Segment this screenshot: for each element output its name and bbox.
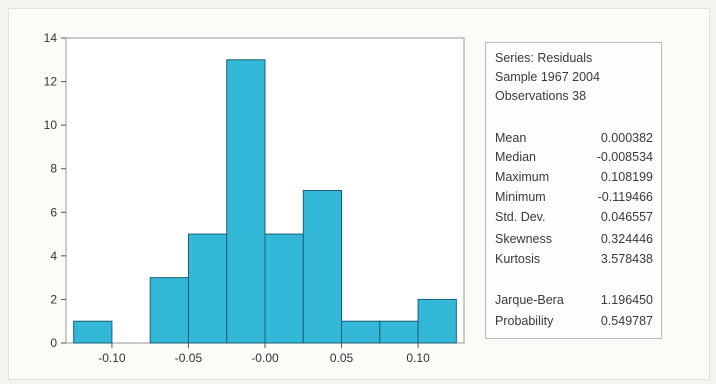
stat-value: 0.108199 [600, 170, 653, 184]
stat-label: Probability [495, 314, 554, 328]
y-tick-label: 4 [50, 249, 57, 263]
stat-label: Mean [495, 131, 527, 145]
y-tick-label: 6 [50, 205, 57, 219]
histogram-bar [264, 233, 304, 344]
stat-row-std-dev: Std. Dev. 0.046557 [495, 210, 653, 229]
histogram-bar [302, 190, 343, 344]
histogram-bar [417, 298, 457, 344]
stat-row-maximum: Maximum 0.108199 [495, 170, 653, 189]
stat-value: 3.578438 [600, 252, 653, 266]
stat-label: Maximum [495, 170, 550, 184]
stat-value: 1.196450 [600, 293, 653, 307]
stat-label: Median [495, 150, 536, 164]
x-tick-label: -0.00 [251, 351, 279, 365]
y-tick-label: 10 [44, 118, 58, 132]
y-tick-label: 2 [50, 292, 57, 306]
y-tick-label: 14 [44, 31, 58, 45]
stat-row-median: Median -0.008534 [495, 150, 653, 169]
stat-row-probability: Probability 0.549787 [495, 314, 653, 333]
stat-row-kurtosis: Kurtosis 3.578438 [495, 252, 653, 271]
histogram-bar [73, 320, 113, 344]
x-tick-label: 0.05 [330, 351, 354, 365]
x-tick-label: -0.10 [98, 351, 126, 365]
stat-label: Minimum [495, 190, 546, 204]
series-label: Series: Residuals [495, 51, 593, 65]
stats-panel: Series: Residuals Sample 1967 2004 Obser… [485, 42, 662, 339]
stat-value: 0.000382 [600, 131, 653, 145]
stat-row-jarque-bera: Jarque-Bera 1.196450 [495, 293, 653, 312]
stat-row-mean: Mean 0.000382 [495, 131, 653, 150]
stat-label: Jarque-Bera [495, 293, 564, 307]
x-tick-label: -0.05 [175, 351, 203, 365]
stat-value: -0.119466 [597, 190, 653, 204]
stat-label: Std. Dev. [495, 210, 546, 224]
y-tick-label: 8 [50, 162, 57, 176]
histogram-bar [379, 320, 419, 344]
stat-label: Skewness [495, 232, 552, 246]
histogram-bar [341, 320, 381, 344]
histogram-bar [149, 277, 189, 344]
sample-label: Sample 1967 2004 [495, 70, 600, 84]
observations-label: Observations 38 [495, 89, 587, 103]
stat-row-minimum: Minimum -0.119466 [495, 190, 653, 209]
stat-label: Kurtosis [495, 252, 541, 266]
histogram-bar [187, 233, 228, 344]
stat-value: 0.324446 [600, 232, 653, 246]
stat-value: 0.549787 [600, 314, 653, 328]
x-tick-label: 0.10 [406, 351, 430, 365]
stat-value: -0.008534 [596, 150, 653, 164]
stat-row-skewness: Skewness 0.324446 [495, 232, 653, 251]
histogram-bar [226, 59, 266, 344]
y-tick-label: 12 [44, 75, 58, 89]
stat-value: 0.046557 [600, 210, 653, 224]
y-tick-label: 0 [50, 336, 57, 350]
